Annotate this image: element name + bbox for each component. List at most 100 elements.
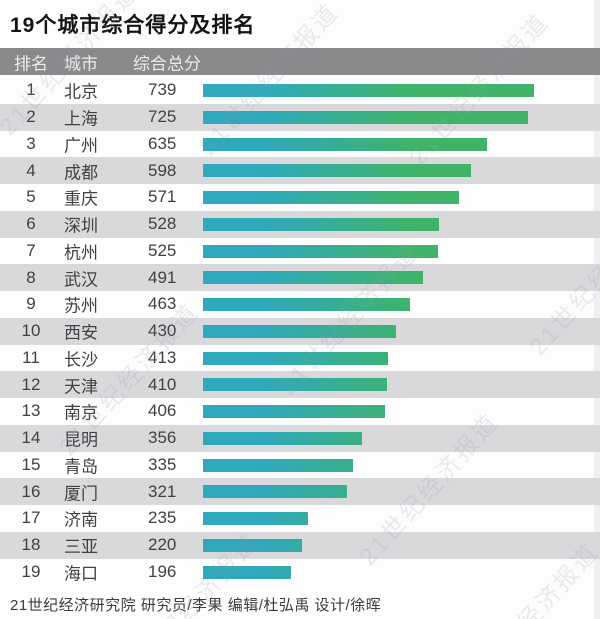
table-row: 12 天津 410 [0,371,600,398]
city-cell: 广州 [64,136,98,156]
score-cell: 463 [148,294,177,314]
score-cell: 410 [148,374,177,394]
city-cell: 北京 [64,82,98,102]
score-bar [203,244,438,258]
score-cell: 196 [148,561,177,581]
score-bar [203,271,423,285]
score-bar [203,405,385,418]
score-cell: 220 [148,535,177,555]
score-cell: 598 [148,160,177,180]
score-cell: 430 [148,321,177,341]
chart-title: 19个城市综合得分及排名 [10,14,256,37]
score-cell: 739 [148,80,177,100]
city-cell: 长沙 [64,350,98,370]
rank-cell: 6 [26,214,36,234]
rank-cell: 2 [26,107,36,127]
header-score: 综合总分 [133,54,201,73]
score-bar [203,565,291,579]
score-bar [203,110,528,124]
rank-cell: 8 [26,267,36,287]
city-cell: 上海 [64,109,98,129]
score-bar [203,324,396,338]
score-cell: 321 [148,481,177,501]
rank-cell: 18 [21,535,41,555]
score-bar [203,458,353,472]
city-cell: 苏州 [64,296,98,316]
rank-cell: 7 [26,240,36,260]
score-cell: 356 [148,428,177,448]
score-cell: 413 [148,347,177,367]
score-bar [203,431,362,445]
score-cell: 491 [148,267,177,287]
city-cell: 海口 [64,564,98,584]
score-bar [203,217,439,231]
table-row: 15 青岛 335 [0,452,600,479]
score-bar [203,512,308,525]
table-row: 8 武汉 491 [0,264,600,291]
right-edge-strip [594,0,600,619]
city-cell: 杭州 [64,243,98,263]
rank-cell: 1 [26,80,36,100]
rank-cell: 19 [21,561,41,581]
rank-cell: 15 [21,454,41,474]
rank-cell: 9 [26,294,36,314]
rank-cell: 16 [21,481,41,501]
table-row: 13 南京 406 [0,398,600,425]
city-cell: 厦门 [64,484,98,504]
table-row: 17 济南 235 [0,505,600,532]
city-cell: 三亚 [64,537,98,557]
city-cell: 济南 [64,510,98,530]
score-bar [203,191,459,204]
city-cell: 武汉 [64,270,98,290]
score-cell: 335 [148,454,177,474]
table-row: 16 厦门 321 [0,478,600,505]
score-bar [203,164,471,178]
table-row: 1 北京 739 [0,77,600,104]
city-cell: 昆明 [64,430,98,450]
score-cell: 525 [148,240,177,260]
table-row: 6 深圳 528 [0,210,600,238]
rank-cell: 5 [26,187,36,207]
score-cell: 725 [148,107,177,127]
rank-cell: 11 [22,347,40,367]
table-row: 2 上海 725 [0,103,600,131]
rank-cell: 14 [21,428,41,448]
score-bar [203,84,534,97]
table-row: 7 杭州 525 [0,238,600,265]
score-bar [203,485,347,499]
rank-cell: 12 [21,374,41,394]
city-cell: 重庆 [64,189,98,209]
table-body: 1 北京 739 2 上海 725 3 广州 635 4 成都 598 5 重庆 571 6 深圳 528 7 杭州 5… [0,77,600,585]
score-bar [203,538,302,552]
city-cell: 深圳 [64,216,98,236]
table-row: 9 苏州 463 [0,291,600,318]
city-cell: 南京 [64,403,98,423]
rank-cell: 4 [26,160,36,180]
score-cell: 635 [148,133,177,153]
score-cell: 235 [148,508,177,528]
table-row: 10 西安 430 [0,317,600,345]
rank-cell: 10 [21,321,41,341]
rank-cell: 13 [21,401,41,421]
table-row: 4 成都 598 [0,157,600,184]
score-bar [203,137,487,151]
score-cell: 406 [148,401,177,421]
rank-cell: 3 [26,133,36,153]
city-cell: 西安 [64,323,98,343]
table-row: 14 昆明 356 [0,424,600,452]
table-row: 5 重庆 571 [0,184,600,211]
rank-cell: 17 [21,508,41,528]
credits-footer: 21世纪经济研究院 研究员/李果 编辑/杜弘禹 设计/徐晖 [10,597,382,614]
city-cell: 天津 [64,377,98,397]
header-city: 城市 [64,54,98,73]
city-cell: 成都 [64,163,98,183]
header-rank: 排名 [14,54,48,73]
score-bar [203,298,410,311]
table-row: 3 广州 635 [0,131,600,158]
table-row: 11 长沙 413 [0,345,600,372]
table-row: 18 三亚 220 [0,531,600,559]
score-bar [203,378,387,392]
score-bar [203,351,388,365]
table-row: 19 海口 196 [0,559,600,586]
